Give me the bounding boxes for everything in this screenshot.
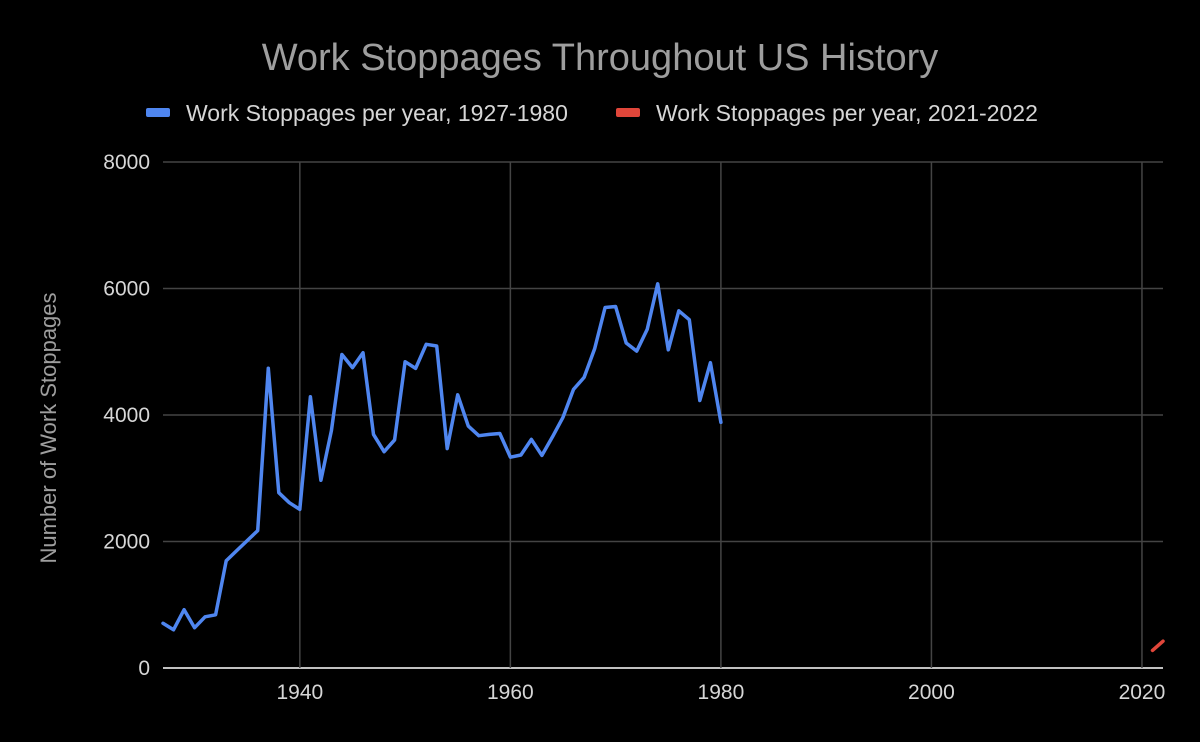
series-lines [161,282,1165,653]
legend-swatch-series-1 [146,108,170,117]
series-line-2[interactable] [1150,639,1165,653]
y-tick-label: 2000 [103,531,150,554]
legend-label-series-2: Work Stoppages per year, 2021-2022 [656,100,1038,126]
legend-label-series-1: Work Stoppages per year, 1927-1980 [186,100,568,126]
x-tick-label: 1940 [276,681,323,704]
x-gridlines [299,162,1143,668]
legend: Work Stoppages per year, 1927-1980 Work … [146,100,1038,126]
y-axis-title: Number of Work Stoppages [36,292,61,563]
y-tick-label: 6000 [103,278,150,301]
y-tick-label: 8000 [103,151,150,174]
x-axis-ticks: 1940 1960 1980 2000 2020 [276,681,1165,704]
y-gridlines [163,161,1163,669]
y-axis-ticks: 0 2000 4000 6000 8000 [103,151,150,680]
series-line-1[interactable] [161,282,723,632]
chart-title: Work Stoppages Throughout US History [262,37,939,79]
legend-item-series-2[interactable]: Work Stoppages per year, 2021-2022 [616,100,1038,126]
x-tick-label: 2000 [908,681,955,704]
x-tick-label: 1960 [487,681,534,704]
y-tick-label: 4000 [103,404,150,427]
legend-swatch-series-2 [616,108,640,117]
x-tick-label: 2020 [1119,681,1166,704]
legend-item-series-1[interactable]: Work Stoppages per year, 1927-1980 [146,100,568,126]
y-tick-label: 0 [138,657,150,680]
x-tick-label: 1980 [698,681,745,704]
